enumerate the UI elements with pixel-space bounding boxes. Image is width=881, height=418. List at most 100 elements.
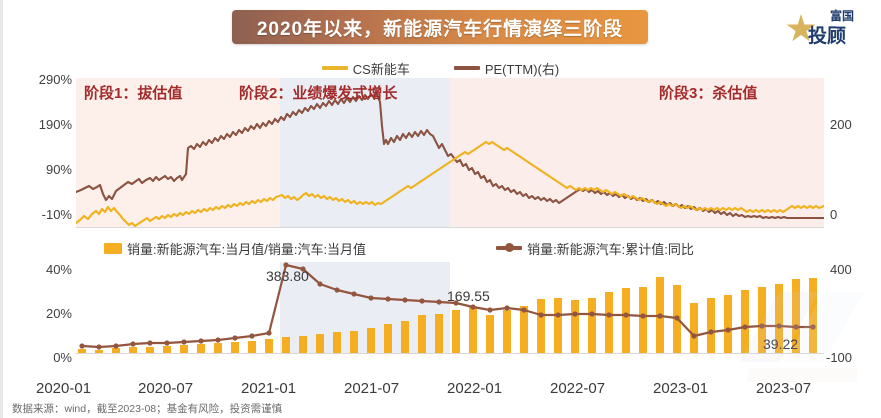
legend-item-pe-ttm[interactable]: PE(TTM)(右) <box>453 59 559 78</box>
source-note: 数据来源：wind，截至2023-08；基金有风险，投资需谨慎 <box>12 403 283 415</box>
brand-logo: 富国 投顾 <box>784 4 876 48</box>
top-chart-lines <box>76 91 824 228</box>
bar-item <box>690 303 698 354</box>
bar-item <box>486 315 494 354</box>
legend-swatch-bar <box>104 242 122 254</box>
legend-item-nev-share[interactable]: 销量:新能源汽车:当月值/销量:汽车:当月值 <box>104 239 366 258</box>
legend-swatch-line <box>453 66 480 70</box>
top-chart: CS新能车 PE(TTM)(右) 290% 190% 90% -10% 200 … <box>0 58 881 238</box>
left-edge-rule <box>0 0 3 418</box>
bottom-chart-yoy-line <box>79 262 816 350</box>
bar-item <box>418 315 426 354</box>
bottom-axis-tick-40: 40% <box>45 262 72 277</box>
x-axis-tick-2021-07: 2021-07 <box>344 380 400 397</box>
bar-item <box>452 310 460 354</box>
page-title: 2020年以来，新能源汽车行情演绎三阶段 <box>256 18 624 40</box>
bar-item <box>724 295 732 354</box>
legend-label: CS新能车 <box>352 61 410 77</box>
bar-item <box>775 284 783 354</box>
logo-text-bottom: 投顾 <box>808 26 847 47</box>
bar-item <box>741 290 749 354</box>
bar-item <box>180 345 188 354</box>
top-chart-plot-area <box>76 78 824 228</box>
bar-item <box>265 339 273 354</box>
legend-item-cs-new-energy[interactable]: CS新能车 <box>321 59 410 78</box>
bar-item <box>554 298 562 354</box>
bottom-axis-baseline <box>76 353 824 354</box>
bar-item <box>146 347 154 354</box>
page-title-banner: 2020年以来，新能源汽车行情演绎三阶段 <box>232 10 648 44</box>
x-axis-tick-2020-07: 2020-07 <box>138 380 194 397</box>
bar-item <box>333 332 341 354</box>
top-axis-tick-190: 190% <box>38 117 72 132</box>
top-axis-right-tick-200: 200 <box>830 117 852 132</box>
series-nev-yoy-line <box>80 263 815 349</box>
bar-item <box>792 279 800 354</box>
x-axis-tick-2021-01: 2021-01 <box>241 380 297 397</box>
top-chart-legend: CS新能车 PE(TTM)(右) <box>0 58 881 78</box>
bar-item <box>384 324 392 354</box>
top-axis-tick-neg10: -10% <box>41 207 72 222</box>
bar-item <box>197 344 205 354</box>
bar-item <box>367 328 375 354</box>
x-axis-tick-2023-07: 2023-07 <box>756 380 812 397</box>
bar-item <box>809 278 817 354</box>
bar-item <box>299 336 307 354</box>
bar-item <box>707 298 715 354</box>
legend-swatch-line <box>321 66 348 70</box>
bar-item <box>350 331 358 354</box>
top-axis-baseline <box>76 227 824 228</box>
annotation-169-55: 169.55 <box>447 288 490 304</box>
bar-item <box>571 300 579 354</box>
bar-item <box>503 310 511 354</box>
series-pe-ttm-line <box>76 91 824 220</box>
top-axis-tick-90: 90% <box>45 162 72 177</box>
bottom-axis-right-tick-neg100: -100 <box>826 350 853 365</box>
bar-item <box>78 349 86 354</box>
bar-item <box>537 299 545 354</box>
x-axis-tick-2022-07: 2022-07 <box>550 380 606 397</box>
bottom-chart-legend: 销量:新能源汽车:当月值/销量:汽车:当月值 销量:新能源汽车:累计值:同比 <box>0 238 881 258</box>
bar-item <box>639 287 647 354</box>
series-cs-new-energy-line <box>76 140 824 228</box>
bar-item <box>282 337 290 354</box>
bar-item <box>520 306 528 354</box>
bar-item <box>622 288 630 354</box>
legend-item-nev-yoy[interactable]: 销量:新能源汽车:累计值:同比 <box>496 239 694 258</box>
legend-swatch-line-marker <box>496 243 523 252</box>
legend-label: 销量:新能源汽车:累计值:同比 <box>527 241 694 257</box>
top-axis-tick-290: 290% <box>38 72 72 87</box>
bar-item <box>758 287 766 354</box>
x-axis-tick-2020-01: 2020-01 <box>36 380 92 397</box>
bar-item <box>231 342 239 354</box>
x-axis-tick-2023-01: 2023-01 <box>653 380 709 397</box>
bar-item <box>95 350 103 354</box>
bottom-axis-tick-0: 0% <box>53 350 72 365</box>
stage-3-band <box>450 78 824 228</box>
annotation-39-22: 39.22 <box>763 336 799 352</box>
bottom-axis-right-tick-400: 400 <box>830 262 852 277</box>
stage-2-label: 阶段2：业绩爆发式增长 <box>239 85 398 102</box>
stage-1-label: 阶段1：拔估值 <box>84 85 183 102</box>
bottom-chart-plot-area <box>76 262 824 354</box>
bar-item <box>435 314 443 354</box>
bar-item <box>588 298 596 354</box>
bar-item <box>129 347 137 354</box>
bar-item <box>469 307 477 354</box>
bar-item <box>316 334 324 354</box>
bar-item <box>401 321 409 354</box>
top-axis-right-tick-0: 0 <box>830 207 838 222</box>
stage-3-label: 阶段3：杀估值 <box>659 85 758 102</box>
legend-label: 销量:新能源汽车:当月值/销量:汽车:当月值 <box>127 241 367 257</box>
annotation-383-80: 383.80 <box>266 268 309 284</box>
bar-item <box>248 341 256 354</box>
bar-item <box>163 346 171 354</box>
logo-text-top: 富国 <box>830 9 855 23</box>
x-axis-tick-2022-01: 2022-01 <box>447 380 503 397</box>
bar-item <box>605 292 613 354</box>
bottom-chart: 销量:新能源汽车:当月值/销量:汽车:当月值 销量:新能源汽车:累计值:同比 4… <box>0 238 881 378</box>
bar-item <box>112 348 120 354</box>
bar-item <box>214 343 222 354</box>
series-nev-yoy-markers <box>79 262 816 350</box>
bottom-axis-tick-20: 20% <box>45 306 72 321</box>
